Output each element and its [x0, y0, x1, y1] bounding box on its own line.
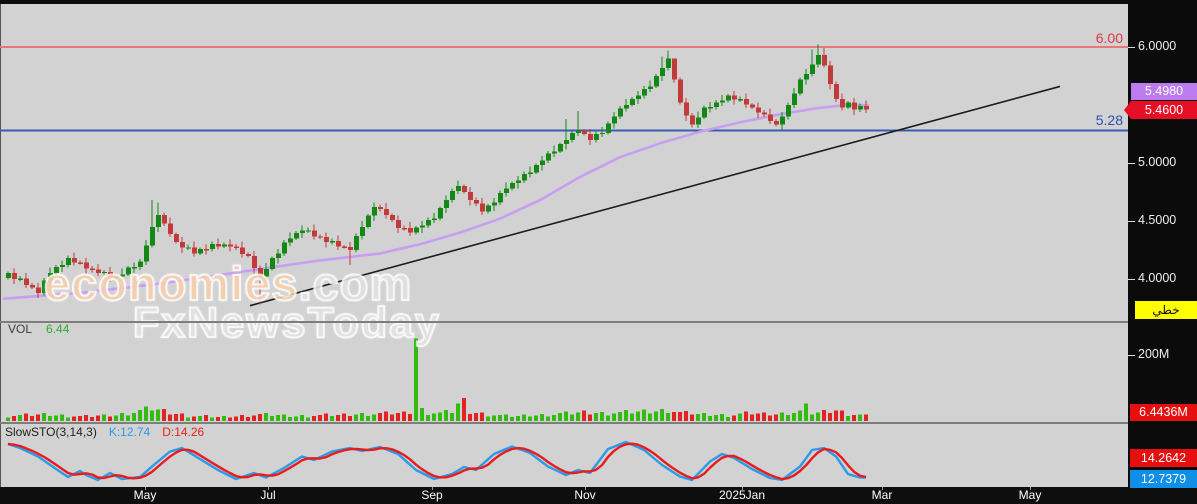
time-axis-tick [268, 487, 269, 490]
time-axis-tick [432, 487, 433, 490]
pane-divider[interactable] [0, 321, 1128, 323]
price-pane[interactable] [0, 4, 1128, 321]
stochastic-d-badge: 14.2642 [1130, 449, 1197, 467]
price-tick-label: 4.5000 [1138, 213, 1177, 227]
price-tick-label: 4.0000 [1138, 271, 1177, 285]
pane-divider[interactable] [0, 422, 1128, 424]
x-axis-label: Mar [871, 488, 893, 502]
scale-mode-badge[interactable]: خطي [1135, 301, 1197, 319]
volume-pane[interactable] [0, 323, 1128, 422]
stochastic-label: SlowSTO(3,14,3) [5, 425, 97, 439]
ma-value-badge: 5.4980 [1131, 83, 1197, 100]
x-axis-label: Jul [260, 488, 276, 502]
price-tick-label: 6.0000 [1138, 39, 1177, 53]
volume-current-value: 6.44 [46, 322, 70, 336]
price-tick-label: 5.0000 [1138, 155, 1177, 169]
volume-tick-label: 200M [1138, 347, 1170, 361]
price-tick [1128, 221, 1135, 222]
stochastic-k-value: K:12.74 [108, 425, 151, 439]
x-axis-label: May [1018, 488, 1042, 502]
x-axis-label: May [133, 488, 157, 502]
volume-pane-title: VOL 6.44 [8, 322, 69, 336]
resistance-level-label: 6.00 [1095, 30, 1123, 46]
time-axis-tick [882, 487, 883, 490]
stochastic-k-badge: 12.7379 [1130, 470, 1197, 488]
time-axis-tick [742, 487, 743, 490]
price-badge-arrow-icon [1124, 101, 1131, 119]
volume-value-badge: 6.4436M [1130, 404, 1197, 421]
price-axis-panel[interactable]: 6.0000 5.0000 4.5000 4.0000 200M [1128, 0, 1197, 504]
time-axis-tick [145, 487, 146, 490]
last-price-badge: 5.4600 [1124, 101, 1197, 119]
x-axis-label: Nov [574, 488, 596, 502]
volume-tick [1128, 355, 1135, 356]
time-axis-tick [585, 487, 586, 490]
price-tick [1128, 279, 1135, 280]
time-axis-tick [1030, 487, 1031, 490]
x-axis-label: 2025Jan [718, 488, 766, 502]
stochastic-pane-title: SlowSTO(3,14,3) K:12.74 D:14.26 [5, 425, 204, 439]
price-tick [1128, 163, 1135, 164]
stochastic-d-value: D:14.26 [162, 425, 205, 439]
x-axis-label: Sep [421, 488, 443, 502]
support-level-label: 5.28 [1095, 112, 1123, 128]
price-tick [1128, 47, 1135, 48]
time-axis[interactable]: May Jul Sep Nov 2025Jan Mar May [0, 487, 1197, 504]
volume-label: VOL [8, 322, 33, 336]
